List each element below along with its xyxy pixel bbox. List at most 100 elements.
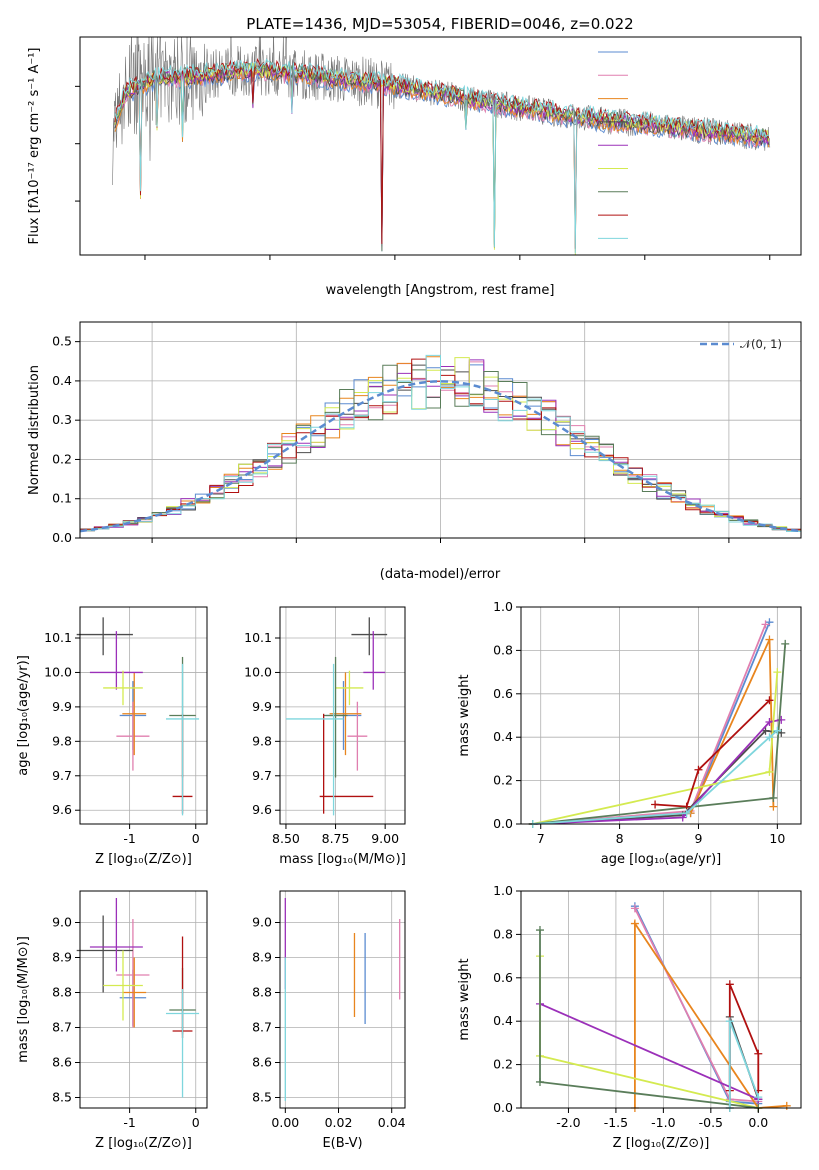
x-axis-label: E(B-V) [322,1136,362,1151]
weight-series-marker [535,926,544,935]
x-axis-label: age [log₁₀(age/yr)] [601,852,722,867]
histogram-plot-area [79,354,802,533]
spectrum-y-ticks [75,85,80,202]
y-tick-label: 0.4 [52,373,72,388]
x-tick-label: 0 [192,831,200,846]
weight-series-line [532,621,771,825]
weight-series-marker [761,726,770,735]
y-tick-label: 0.8 [493,642,513,657]
y-tick-label: 0.3 [52,412,72,427]
weight-series-marker [630,919,639,928]
spectrum-plot-area [112,37,771,255]
y-tick-label: 9.6 [252,802,272,817]
histogram-x-ticks [151,538,730,543]
panel-frame [279,606,406,825]
y-tick-label: 0.2 [493,1057,513,1072]
y-tick-label: 9.0 [252,915,272,930]
weight-series-marker [781,639,790,648]
y-tick-label: 8.7 [52,1020,72,1035]
x-tick-label: 9.00 [371,831,399,846]
x-tick-label: 8 [616,831,624,846]
y-tick-label: 8.7 [252,1020,272,1035]
y-tick-label: 1.0 [493,883,513,898]
x-tick-label: 8.50 [272,831,300,846]
spectrum-title: PLATE=1436, MJD=53054, FIBERID=0046, z=0… [246,15,633,33]
y-tick-label: 0.6 [493,970,513,985]
y-tick-label: 0.8 [493,926,513,941]
y-tick-label: 9.8 [252,733,272,748]
spectrum-panel: PLATE=1436, MJD=53054, FIBERID=0046, z=0… [27,15,802,298]
spectrum-legend [598,51,628,239]
x-tick-label: -1.0 [651,1115,675,1130]
y-tick-label: 8.9 [52,950,72,965]
mass-vs-ebv-panel: 0.00 0.02 0.04 8.5 8.6 8.7 8.8 8.9 9.0 E(B-V) [252,890,406,1151]
y-tick-label: 9.7 [252,768,272,783]
weight-series-line [634,920,787,1109]
spectrum-frame [79,36,802,256]
weight-series-marker [765,635,774,644]
weight-series-marker [773,726,782,735]
model-spectrum-line [114,58,769,254]
panel-frame [520,606,802,825]
model-spectrum-line [114,60,770,252]
y-tick-label: 9.9 [52,699,72,714]
y-tick-label: 8.8 [252,985,272,1000]
histogram-panel: 0.0 0.1 0.2 0.3 0.4 0.5 (data-model)/error No… [27,321,802,582]
y-tick-label: 0.2 [493,773,513,788]
x-tick-label: 0 [192,1115,200,1130]
y-tick-label: 10.1 [244,630,272,645]
model-spectrum-line [114,68,770,253]
y-tick-label: 9.0 [52,915,72,930]
y-tick-label: 9.8 [52,733,72,748]
x-tick-label: 10 [769,831,785,846]
y-tick-label: 0.2 [52,451,72,466]
x-tick-label: -1 [123,831,135,846]
x-tick-label: -1 [123,1115,135,1130]
y-tick-label: 8.8 [52,985,72,1000]
y-axis-label: mass [log₁₀(M/M⊙)] [16,936,31,1063]
panel-frame [279,890,406,1109]
y-tick-label: 10.0 [244,664,272,679]
y-tick-label: 9.9 [252,699,272,714]
x-tick-label: 8.75 [322,831,350,846]
y-tick-label: 0.6 [493,686,513,701]
y-axis-label: mass weight [457,674,472,756]
model-spectrum-line [114,62,770,255]
y-tick-label: 10.1 [44,630,72,645]
y-tick-label: 0.0 [493,1100,513,1115]
weight-series-marker [782,1101,791,1110]
x-tick-label: -2.0 [556,1115,580,1130]
model-spectrum-line [114,69,770,252]
weight-series-line [634,905,759,1105]
y-tick-label: 1.0 [493,599,513,614]
histogram-series-step [80,364,801,532]
mass-vs-metallicity-panel: -1 0 8.5 8.6 8.7 8.8 8.9 9.0 Z [log₁₀(Z/Z⊙)] mass… [16,890,208,1151]
weight-series-line [539,1002,759,1101]
weight-series-marker [765,767,774,776]
x-tick-label: -1.5 [604,1115,628,1130]
x-axis-label: Z [log₁₀(Z/Z⊙)] [95,852,192,867]
x-tick-label: 7 [537,831,545,846]
y-tick-label: 8.6 [52,1055,72,1070]
y-tick-label: 8.9 [252,950,272,965]
age-vs-metallicity-panel: -1 0 9.6 9.7 9.8 9.9 10.0 10.1 Z [log₁₀(Z/Z⊙)] ag… [16,606,208,867]
weight-series-line [655,699,771,808]
histogram-y-label: Normed distribution [27,365,42,495]
histogram-legend: 𝒩(0, 1) [700,337,782,351]
y-tick-label: 8.5 [52,1090,72,1105]
x-tick-label: 0.02 [325,1115,353,1130]
weight-series-marker [773,668,782,677]
x-axis-label: Z [log₁₀(Z/Z⊙)] [613,1136,710,1151]
x-axis-label: mass [log₁₀(M/M⊙)] [279,852,406,867]
spectrum-x-label: wavelength [Angstrom, rest frame] [326,283,555,298]
age-vs-mass-panel: 8.50 8.75 9.00 9.6 9.7 9.8 9.9 10.0 10.1 mass [lo… [244,606,406,867]
y-tick-label: 0.1 [52,491,72,506]
weight-series-marker [754,1093,763,1102]
x-tick-label: 0.0 [748,1115,768,1130]
weight-series-marker [725,980,734,989]
x-axis-label: Z [log₁₀(Z/Z⊙)] [95,1136,192,1151]
gaussian-reference-curve [79,380,802,533]
y-axis-label: age [log₁₀(age/yr)] [16,655,31,776]
spectrum-y-label: Flux [fλ10⁻¹⁷ erg cm⁻² s⁻¹ A⁻¹] [27,48,42,245]
